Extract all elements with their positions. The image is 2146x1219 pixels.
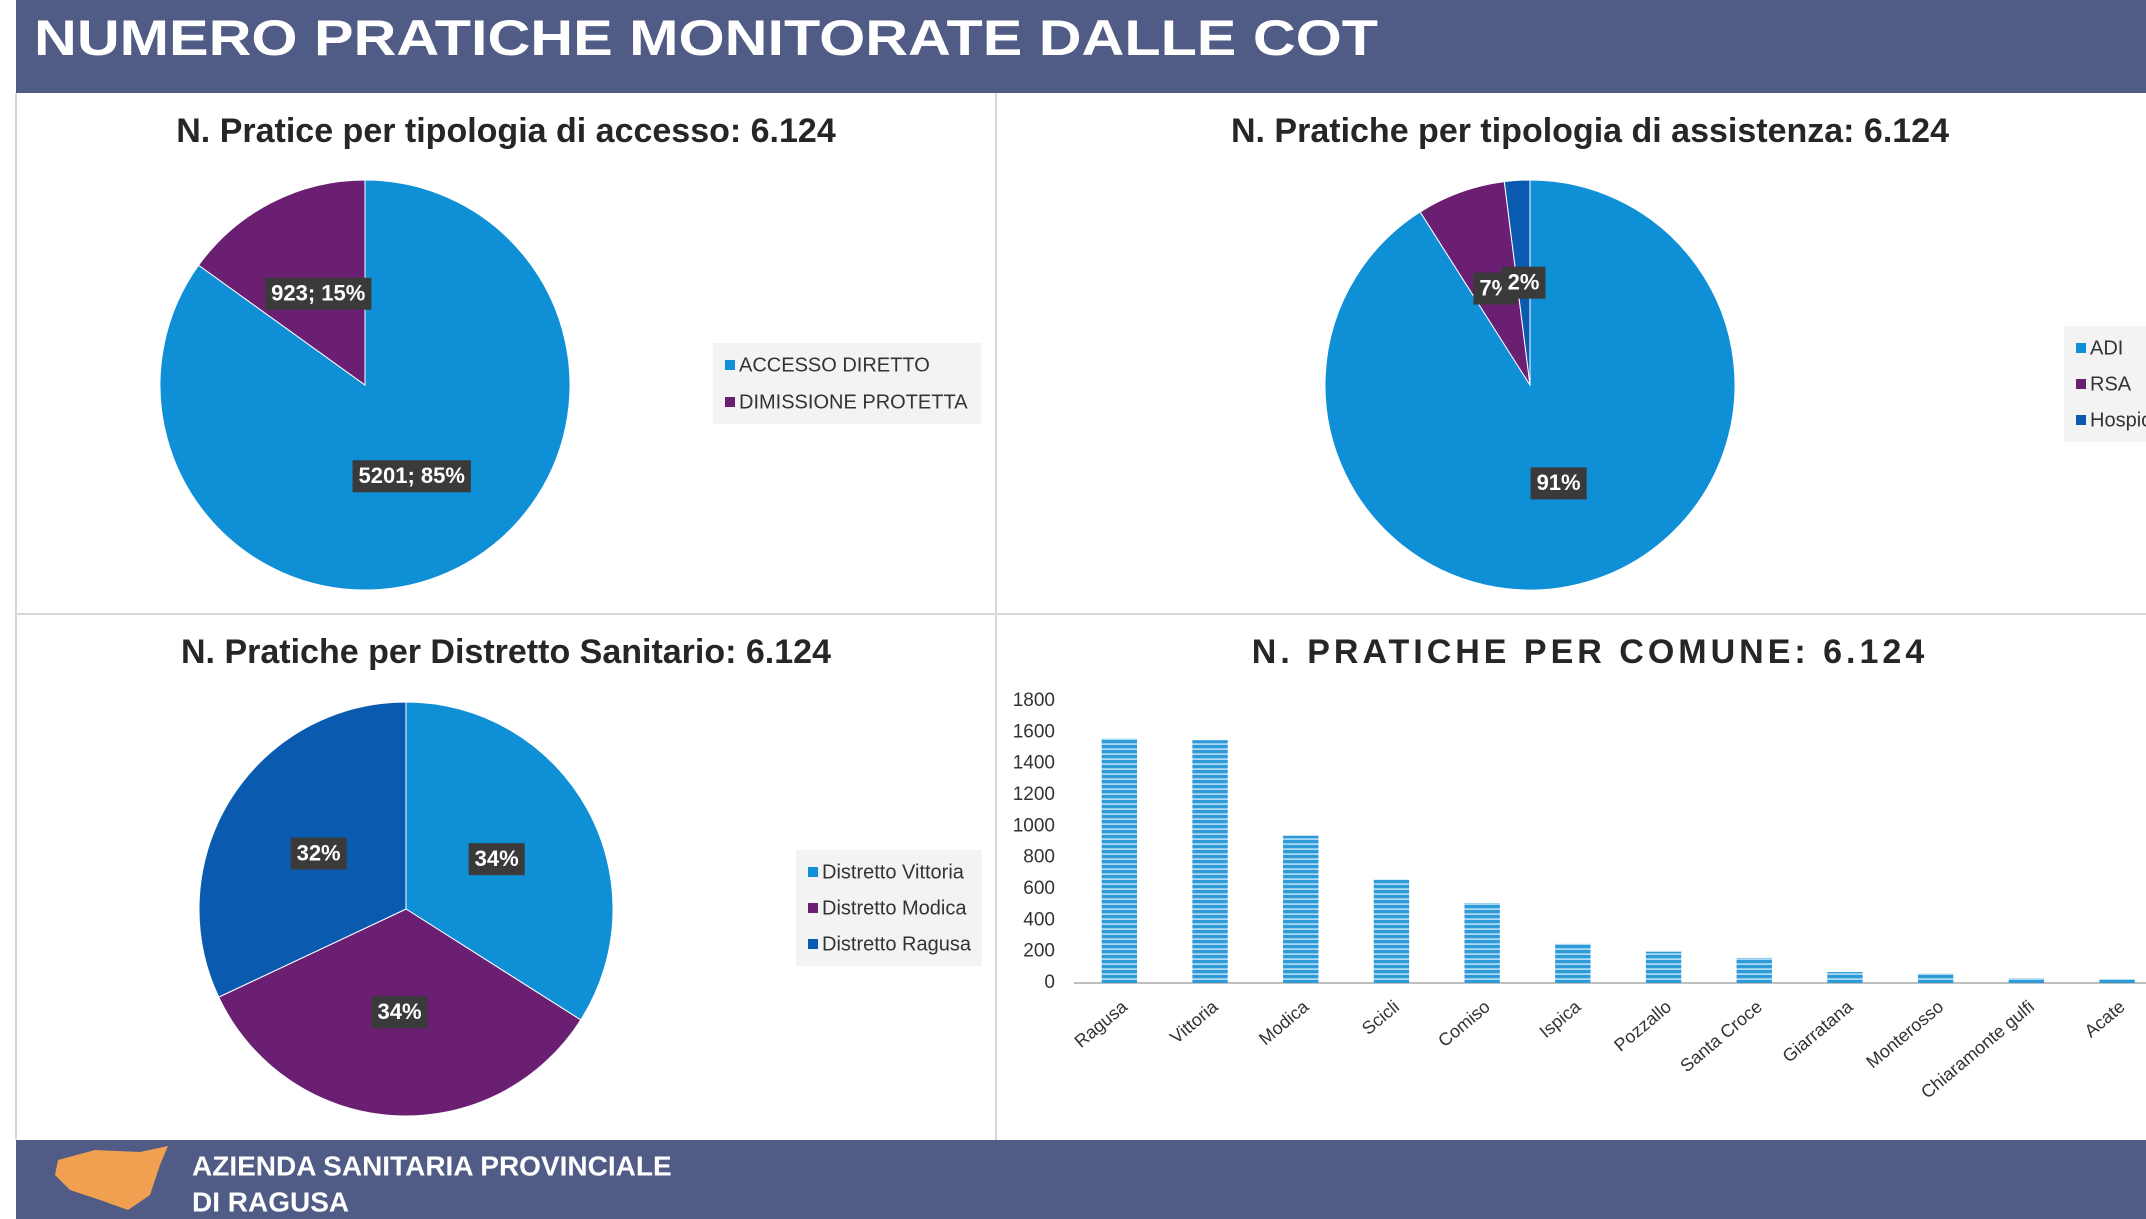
legend-label: Distretto Modica xyxy=(822,897,967,919)
legend-swatch xyxy=(725,397,735,407)
data-label: 2% xyxy=(1501,266,1546,299)
y-tick-label: 400 xyxy=(1023,909,1055,930)
legend-swatch xyxy=(808,903,818,913)
data-label-box xyxy=(290,837,347,870)
legend-swatch xyxy=(2076,379,2086,389)
data-label-text: 2% xyxy=(1508,270,1540,295)
chart-title: N. Pratice per tipologia di accesso: 6.1… xyxy=(176,112,836,150)
logo xyxy=(55,1146,168,1210)
data-label: 34% xyxy=(468,843,525,876)
bar xyxy=(1645,951,1682,983)
y-tick-label: 600 xyxy=(1023,878,1055,899)
data-label-text: 34% xyxy=(377,999,421,1024)
data-label: 32% xyxy=(290,837,347,870)
bar xyxy=(1373,879,1410,983)
y-tick-label: 1800 xyxy=(1013,690,1055,711)
bar xyxy=(1192,740,1228,983)
bar xyxy=(1917,973,1954,983)
header-bar xyxy=(16,0,2146,93)
y-tick-label: 1000 xyxy=(1013,815,1055,836)
data-label-box xyxy=(1530,467,1587,500)
legend-label: DIMISSIONE PROTETTA xyxy=(739,391,968,413)
y-tick-label: 800 xyxy=(1023,847,1055,868)
data-label: 5201; 85% xyxy=(352,460,471,493)
bar xyxy=(2099,979,2135,983)
data-label-box xyxy=(371,996,428,1029)
data-label-box xyxy=(1501,266,1546,299)
legend-label: Distretto Ragusa xyxy=(822,933,972,955)
legend-swatch xyxy=(725,360,735,370)
data-label: 923; 15% xyxy=(265,277,372,310)
legend-swatch xyxy=(808,867,818,877)
y-tick-label: 1200 xyxy=(1013,784,1055,805)
legend-label: ACCESSO DIRETTO xyxy=(739,354,930,376)
bar xyxy=(1464,903,1500,983)
legend-label: Hospice xyxy=(2090,409,2146,431)
data-label-box xyxy=(352,460,471,493)
legend-label: ADI xyxy=(2090,337,2123,359)
data-label-text: 91% xyxy=(1537,470,1581,495)
footer-text: DI RAGUSA xyxy=(192,1186,349,1217)
header-title: NUMERO PRATICHE MONITORATE DALLE COT xyxy=(34,10,1378,66)
chart-title: N. PRATICHE PER COMUNE: 6.124 xyxy=(1252,633,1928,671)
legend-swatch xyxy=(808,939,818,949)
legend-label: Distretto Vittoria xyxy=(822,861,965,883)
y-tick-label: 200 xyxy=(1023,941,1055,962)
footer-bar xyxy=(16,1140,2146,1219)
bar xyxy=(1283,835,1319,983)
y-tick-label: 1600 xyxy=(1013,721,1055,742)
bar xyxy=(1101,738,1138,983)
footer-text: AZIENDA SANITARIA PROVINCIALE xyxy=(192,1150,672,1181)
data-label-text: 34% xyxy=(475,846,519,871)
y-tick-label: 0 xyxy=(1044,972,1055,993)
legend-box xyxy=(713,343,981,424)
chart-title: N. Pratiche per Distretto Sanitario: 6.1… xyxy=(181,633,831,671)
data-label: 34% xyxy=(371,996,428,1029)
bar xyxy=(1827,972,1863,983)
data-label-text: 923; 15% xyxy=(271,281,365,306)
legend-label: RSA xyxy=(2090,373,2132,395)
chart-title: N. Pratiche per tipologia di assistenza:… xyxy=(1231,112,1949,150)
bar xyxy=(1736,957,1772,983)
data-label-box xyxy=(265,277,372,310)
data-label-box xyxy=(468,843,525,876)
legend-swatch xyxy=(2076,415,2086,425)
y-tick-label: 1400 xyxy=(1013,753,1055,774)
data-label: 91% xyxy=(1530,467,1587,500)
bar xyxy=(2008,978,2045,983)
data-label-text: 5201; 85% xyxy=(359,463,465,488)
data-label-text: 32% xyxy=(297,840,341,865)
bar xyxy=(1555,943,1591,983)
legend-swatch xyxy=(2076,343,2086,353)
legend-box xyxy=(796,850,982,966)
